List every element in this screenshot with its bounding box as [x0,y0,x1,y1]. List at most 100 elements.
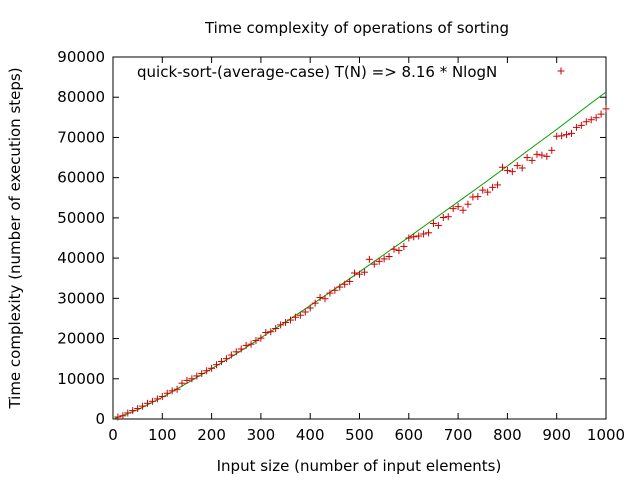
data-point [370,260,378,268]
data-point [158,392,166,400]
data-point [262,329,270,337]
data-point [252,337,260,345]
data-point [282,318,290,326]
data-point [434,222,442,230]
data-point [528,156,536,164]
x-tick-label: 500 [345,426,374,444]
legend-marker [557,67,565,75]
data-point [306,304,314,312]
data-point [563,131,571,139]
data-point [222,355,230,363]
y-tick-label: 40000 [57,249,105,267]
data-point [183,376,191,384]
data-points [114,105,610,421]
data-point [577,121,585,129]
data-point [429,220,437,228]
data-point [592,114,600,122]
data-point [533,150,541,158]
data-point [134,405,142,413]
x-tick-label: 700 [444,426,473,444]
data-point [208,364,216,372]
data-point [454,203,462,211]
y-tick-label: 60000 [57,169,105,187]
data-point [415,232,423,240]
data-point [213,361,221,369]
data-point [385,253,393,261]
data-point [420,230,428,238]
legend-marker-plus [557,67,565,75]
data-point [232,348,240,356]
data-point [464,200,472,208]
y-tick-label: 10000 [57,370,105,388]
data-point [114,413,122,421]
data-point [513,162,521,170]
x-tick-label: 300 [247,426,276,444]
y-axis: 0 10000 20000 30000 40000 50000 60000 70000 8000… [57,48,606,428]
x-tick-label: 900 [542,426,571,444]
data-point [316,294,324,302]
data-point [193,372,201,380]
data-point [173,385,181,393]
x-tick-label: 600 [394,426,423,444]
data-point [405,234,413,242]
data-point [168,387,176,395]
data-point [346,277,354,285]
x-tick-label: 800 [493,426,522,444]
data-point [227,351,235,359]
data-point [163,389,171,397]
data-point [390,245,398,253]
y-tick-label: 20000 [57,330,105,348]
data-point [203,367,211,375]
data-point [439,213,447,221]
data-point [277,321,285,329]
data-point [139,402,147,410]
data-point [360,268,368,276]
data-point [425,229,433,237]
data-point [321,295,329,303]
x-tick-label: 200 [197,426,226,444]
legend: quick-sort-(average-case) T(N) => 8.16 *… [137,63,565,81]
data-point [449,205,457,213]
data-point [400,242,408,250]
data-point [331,286,339,294]
data-point [217,357,225,365]
x-tick-label: 0 [108,426,118,444]
data-point [395,246,403,254]
data-point [498,163,506,171]
data-point [153,395,161,403]
data-point [523,154,531,162]
data-point [291,313,299,321]
data-point [567,129,575,137]
data-point [119,412,127,420]
data-point [597,110,605,118]
data-point [543,152,551,160]
data-point [459,206,467,214]
y-tick-label: 50000 [57,209,105,227]
data-point [489,183,497,191]
data-point [538,151,546,159]
data-point [272,325,280,332]
data-point [341,280,349,288]
data-point [267,328,275,336]
data-point [311,299,319,307]
x-axis: 0 100 200 300 400 500 600 700 800 900 1000 [108,57,625,444]
data-point [237,345,245,353]
data-point [572,123,580,131]
data-point [587,116,595,124]
data-point [410,233,418,241]
data-point [582,118,590,126]
x-tick-label: 1000 [587,426,625,444]
data-point [257,334,265,342]
data-point [178,379,186,387]
x-axis-title: Input size (number of input elements) [217,457,502,475]
y-tick-label: 70000 [57,128,105,146]
data-point [365,255,373,263]
y-tick-label: 80000 [57,88,105,106]
data-point [286,316,294,324]
data-point [336,283,344,291]
data-point [518,164,526,172]
y-tick-label: 90000 [57,48,105,66]
data-point [301,308,309,316]
